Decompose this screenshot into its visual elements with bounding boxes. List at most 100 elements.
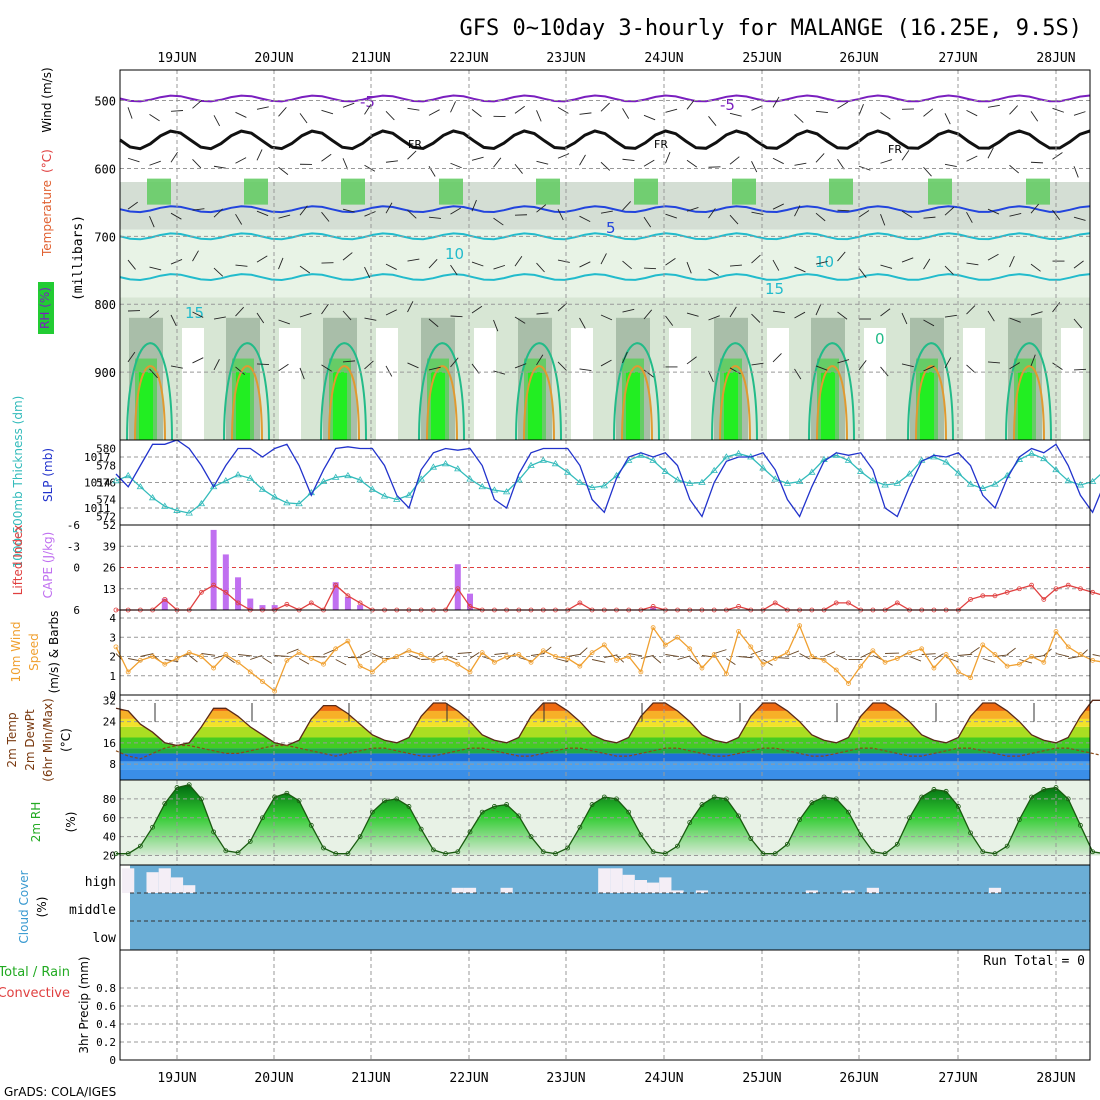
wind-barb [837,159,845,170]
wind-barb [213,359,220,371]
data-point [382,657,387,663]
cloud-bar [122,868,135,893]
data-point [296,798,302,804]
data-point [723,671,729,677]
rh-column-peak [821,372,835,440]
boundary-contour [320,342,367,441]
cape-bar [161,598,168,610]
data-point [553,851,558,857]
data-point [235,659,241,665]
data-point [284,657,290,663]
data-point [771,475,779,482]
data-point [907,650,912,656]
wind-barb [299,312,312,318]
surface-wind-barb [689,657,699,665]
wind-barb [342,360,355,363]
wind-barb [686,159,698,168]
cape-bar [357,605,364,610]
wind-barb [192,158,202,169]
wind-barb [729,367,741,375]
wind-barb [213,208,223,218]
data-point [199,796,204,802]
wind-barb [342,208,355,213]
wind-barb [192,208,205,211]
data-point [223,848,229,854]
slp-tick-label: 1017 [84,451,111,464]
pressure-tick-label: 700 [94,230,116,244]
wind-barb [450,357,459,368]
surface-wind-barb [787,650,800,656]
wind-barb [686,356,697,365]
data-point [710,466,718,474]
surface-wind-barb [274,655,289,657]
data-point [600,482,608,489]
data-point [821,657,827,663]
wind-barb [622,351,628,364]
wind-barb [751,161,758,173]
data-point [980,642,986,648]
wind-barb [364,164,376,172]
wind-barb [772,157,784,165]
wind-barb [837,359,850,364]
data-point [333,582,339,588]
wind-barb [729,112,742,117]
wind-barb [966,262,979,266]
wind-barb [321,364,332,372]
wind-barb [987,104,1000,108]
wind-barb [1052,152,1063,160]
wind-label: Wind (m/s) [40,67,54,132]
temp-axis-label-3: (6hr Min/Max) [41,698,55,782]
wind-barb [256,149,263,161]
surface-wind-barb [188,655,198,663]
surface-wind-barb [958,653,973,656]
wind-barb [170,151,178,163]
data-point [260,679,265,684]
boundary-contour [711,342,758,441]
boundary-contour [223,342,270,441]
data-point [931,787,937,792]
cloud-axis-label-1: Cloud Cover [17,870,31,943]
surface-wind-barb [677,655,691,660]
wind-barb [471,261,484,267]
day-label-top: 21JUN [351,51,390,66]
day-label-top: 22JUN [449,51,488,66]
data-point [992,652,998,657]
wind-barb [665,108,678,113]
wind-barb [622,201,632,211]
lifted-axis-label: Lifted Index [11,525,25,596]
wind-barb [600,253,607,265]
data-point [502,488,511,495]
boundary-contour-warm [1013,365,1045,441]
surface-wind-barb [604,654,618,658]
data-point [614,796,619,802]
contour-label: 5 [606,219,616,237]
surface-wind-barb [714,649,727,654]
pressure-tick-label: 600 [94,162,116,176]
wind-barb [901,257,914,263]
wind-barb [213,316,226,320]
wind-barb [923,216,936,219]
data-point [797,623,803,629]
wind-barb [944,113,951,125]
data-point [479,809,485,815]
data-point [833,600,839,606]
rh-column-peak [431,372,445,440]
rh-column-peak [1018,372,1032,440]
data-point [429,463,438,470]
data-point [234,471,242,478]
data-point [1076,481,1085,488]
data-point [577,824,583,830]
cloud-tick-label: high [85,875,116,890]
data-point [455,661,461,667]
precip-tick-label: 0.6 [96,1000,116,1013]
wind-barb [686,207,699,212]
data-point [722,453,731,460]
surface-wind-barb [445,655,458,661]
wind-barb [686,261,692,274]
rh-column-peak [724,372,738,440]
wind-barb [342,158,349,170]
lifted-tick-label: -3 [67,540,80,553]
data-point [565,845,571,851]
wind-barb [1030,161,1044,164]
dry-column [279,327,301,440]
